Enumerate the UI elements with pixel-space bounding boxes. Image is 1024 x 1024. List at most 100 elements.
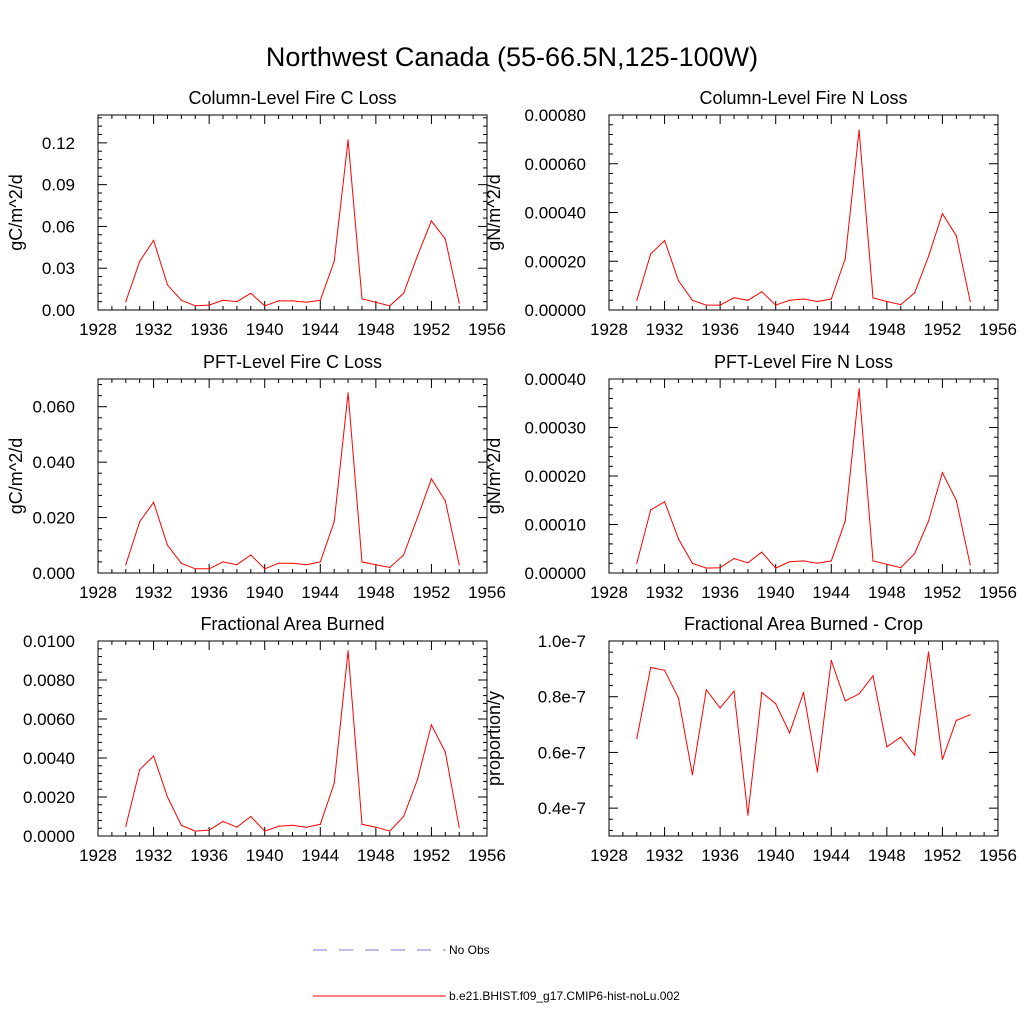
y-tick-label: 0.00000 xyxy=(525,301,586,320)
y-axis-label: gN/m^2/d xyxy=(484,174,504,250)
data-point xyxy=(264,568,266,570)
data-point xyxy=(403,292,405,294)
data-point xyxy=(236,564,238,566)
data-point xyxy=(458,564,460,566)
x-tick-label: 1928 xyxy=(590,583,628,602)
data-point xyxy=(927,255,930,257)
series-line xyxy=(636,388,971,569)
data-point xyxy=(789,299,791,301)
data-point xyxy=(291,824,294,826)
data-point xyxy=(347,650,349,652)
x-tick-label: 1936 xyxy=(701,583,739,602)
data-point xyxy=(139,769,141,771)
data-point xyxy=(816,300,819,303)
x-tick-label: 1952 xyxy=(413,583,451,602)
x-tick-label: 1956 xyxy=(468,583,506,602)
x-tick-label: 1940 xyxy=(757,320,795,339)
x-tick-label: 1928 xyxy=(79,320,117,339)
chart-panel-1: Column-Level Fire C Loss 1928 1932 1936 1940… xyxy=(6,88,506,339)
data-point xyxy=(389,830,391,832)
data-point xyxy=(278,825,280,827)
data-point xyxy=(664,239,666,242)
data-point xyxy=(125,301,127,303)
x-tick-label: 1956 xyxy=(979,583,1017,602)
data-point xyxy=(458,302,460,304)
x-tick-label: 1944 xyxy=(812,320,850,339)
panel-title: Fractional Area Burned xyxy=(200,614,384,634)
data-point xyxy=(886,746,888,748)
series-path xyxy=(125,140,460,307)
data-point xyxy=(208,568,210,570)
x-tick-label: 1944 xyxy=(812,583,850,602)
data-point xyxy=(180,562,182,564)
plot-frame xyxy=(97,640,488,837)
data-point xyxy=(153,755,155,757)
x-tick-label: 1948 xyxy=(868,846,906,865)
data-point xyxy=(291,300,294,302)
data-point xyxy=(927,651,930,653)
figure-title: Northwest Canada (55-66.5N,125-100W) xyxy=(266,42,758,72)
data-point xyxy=(664,501,666,503)
data-point xyxy=(208,829,210,831)
data-point xyxy=(816,771,819,773)
data-point xyxy=(416,255,419,257)
data-point xyxy=(208,304,210,306)
data-point xyxy=(333,260,335,262)
data-point xyxy=(416,778,419,781)
data-point xyxy=(747,814,749,816)
x-tick-label: 1936 xyxy=(190,583,228,602)
data-point xyxy=(969,300,971,303)
data-point xyxy=(153,239,155,241)
x-tick-label: 1956 xyxy=(979,846,1017,865)
data-point xyxy=(430,724,432,726)
x-tick-label: 1936 xyxy=(701,320,739,339)
data-point xyxy=(291,562,294,564)
y-tick-label: 0.00 xyxy=(42,301,75,320)
y-tick-label: 0.000 xyxy=(32,564,75,583)
y-tick-label: 0.12 xyxy=(42,134,75,153)
x-tick-label: 1952 xyxy=(924,583,962,602)
x-tick-label: 1944 xyxy=(301,846,339,865)
data-point xyxy=(719,304,721,306)
data-point xyxy=(305,301,307,303)
y-tick-label: 0.0100 xyxy=(23,632,75,651)
data-point xyxy=(677,538,680,540)
data-point xyxy=(872,675,874,677)
chart-panel-2: Column-Level Fire N Loss 1928 1932 1936 1940… xyxy=(484,88,1017,339)
data-point xyxy=(375,301,377,303)
data-point xyxy=(264,830,266,832)
data-point xyxy=(914,754,916,756)
y-tick-label: 0.0000 xyxy=(23,827,75,846)
legend-label-no-obs: No Obs xyxy=(449,943,490,957)
y-tick-label: 0.060 xyxy=(32,398,75,417)
data-point xyxy=(458,826,460,828)
data-point xyxy=(775,567,777,569)
x-tick-label: 1948 xyxy=(868,320,906,339)
chart-panels: Column-Level Fire C Loss 1928 1932 1936 1940… xyxy=(6,88,1017,865)
data-point xyxy=(775,304,777,306)
legend-label-model: b.e21.BHIST.f09_g17.CMIP6-hist-noLu.002 xyxy=(449,989,680,1003)
data-point xyxy=(375,826,377,828)
plot-frame xyxy=(97,378,488,574)
data-point xyxy=(691,774,694,776)
data-point xyxy=(347,139,349,141)
data-point xyxy=(747,299,749,301)
data-point xyxy=(125,825,127,827)
data-point xyxy=(858,388,860,390)
data-point xyxy=(900,567,902,569)
data-point xyxy=(416,517,419,519)
data-point xyxy=(278,300,280,302)
x-tick-label: 1948 xyxy=(357,846,395,865)
data-point xyxy=(444,500,446,502)
data-point xyxy=(222,299,224,301)
data-point xyxy=(153,501,155,503)
data-point xyxy=(914,553,916,555)
data-point xyxy=(305,826,307,828)
y-tick-label: 0.8e-7 xyxy=(538,688,586,707)
x-tick-label: 1940 xyxy=(757,583,795,602)
y-tick-label: 0.00010 xyxy=(525,516,586,535)
x-tick-label: 1932 xyxy=(135,583,173,602)
x-tick-label: 1928 xyxy=(590,846,628,865)
series-line xyxy=(125,650,460,832)
x-tick-label: 1952 xyxy=(924,846,962,865)
